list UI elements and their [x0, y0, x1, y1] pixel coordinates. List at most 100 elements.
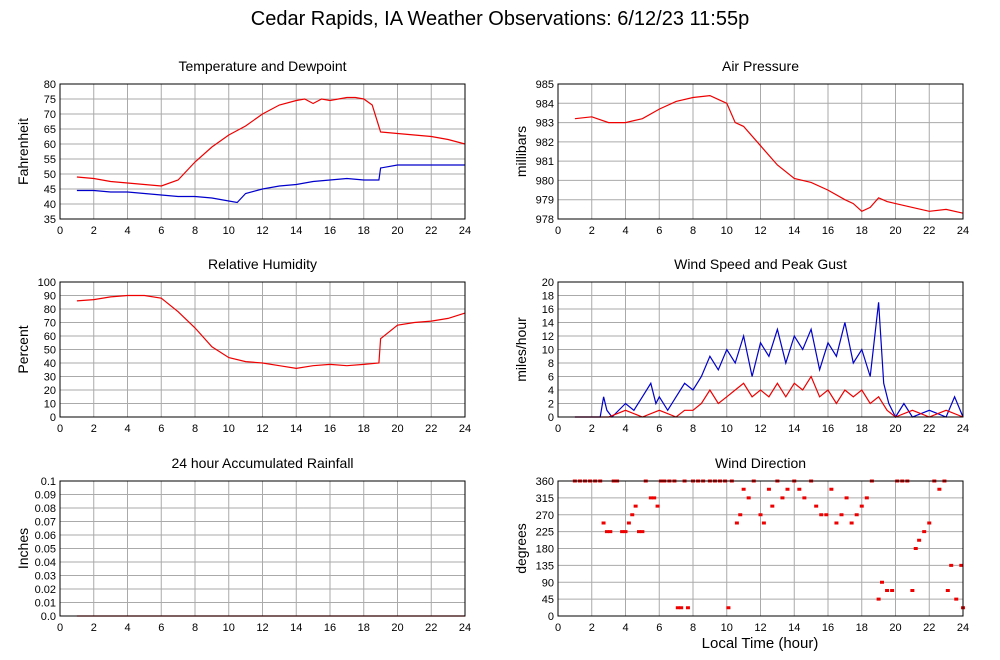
x-tick-label: 0	[57, 423, 63, 435]
y-tick-label: 984	[536, 98, 554, 110]
x-tick-label: 2	[91, 622, 97, 634]
data-point	[620, 530, 625, 534]
y-tick-label: 985	[536, 79, 554, 91]
series-line	[574, 94, 964, 214]
x-tick-label: 18	[856, 225, 868, 237]
y-tick-label: 90	[542, 577, 554, 589]
x-tick-label: 22	[425, 225, 437, 237]
series-line	[76, 96, 466, 187]
x-tick-label: 20	[391, 423, 403, 435]
plot-border	[59, 480, 466, 617]
y-axis-label: miles/hour	[513, 317, 529, 382]
x-tick-label: 8	[690, 423, 696, 435]
data-point	[601, 521, 606, 525]
data-point	[630, 513, 635, 517]
x-axis-label: Local Time (hour)	[701, 635, 819, 652]
x-tick-label: 22	[425, 423, 437, 435]
x-tick-label: 12	[256, 225, 268, 237]
data-point	[604, 530, 609, 534]
x-tick-label: 4	[124, 225, 130, 237]
y-tick-label: 0.05	[35, 544, 56, 556]
x-tick-label: 0	[57, 225, 63, 237]
x-tick-label: 14	[290, 622, 302, 634]
data-point	[785, 487, 790, 491]
data-point	[834, 521, 839, 525]
data-point	[797, 487, 802, 491]
page-title: Cedar Rapids, IA Weather Observations: 6…	[250, 8, 750, 30]
series-line	[76, 164, 465, 204]
x-tick-label: 18	[358, 423, 370, 435]
y-tick-label: 135	[536, 560, 554, 572]
y-tick-label: 0.07	[35, 517, 56, 529]
data-point	[854, 513, 859, 517]
y-tick-label: 983	[536, 118, 554, 130]
data-point	[608, 530, 613, 534]
y-tick-label: 315	[536, 493, 554, 505]
x-tick-label: 14	[788, 622, 800, 634]
data-point	[738, 513, 743, 517]
x-tick-label: 10	[223, 423, 235, 435]
y-tick-label: 20	[542, 277, 554, 289]
x-tick-label: 22	[923, 423, 935, 435]
y-axis-label: Percent	[15, 325, 31, 373]
x-tick-label: 4	[622, 622, 628, 634]
data-point	[876, 597, 881, 601]
y-tick-label: 0.04	[35, 557, 56, 569]
x-tick-label: 6	[656, 622, 662, 634]
y-tick-label: 50	[44, 345, 56, 357]
x-tick-label: 8	[192, 423, 198, 435]
x-tick-label: 10	[721, 225, 733, 237]
y-tick-label: 0.0	[41, 611, 56, 623]
data-point	[726, 606, 731, 610]
y-tick-label: 75	[44, 94, 56, 106]
y-tick-label: 30	[44, 372, 56, 384]
x-tick-label: 2	[589, 622, 595, 634]
x-tick-label: 0	[555, 423, 561, 435]
y-tick-label: 45	[44, 184, 56, 196]
data-point	[655, 504, 660, 508]
data-point	[741, 487, 746, 491]
y-tick-label: 10	[44, 399, 56, 411]
x-tick-label: 12	[754, 423, 766, 435]
data-point	[780, 496, 785, 500]
x-tick-label: 8	[192, 622, 198, 634]
data-point	[954, 597, 959, 601]
x-tick-label: 24	[957, 622, 969, 634]
x-tick-label: 8	[690, 622, 696, 634]
data-point	[734, 521, 739, 525]
chart-title: Air Pressure	[722, 58, 799, 74]
y-tick-label: 981	[536, 156, 554, 168]
y-tick-label: 8	[548, 358, 554, 370]
x-tick-label: 24	[459, 225, 471, 237]
x-tick-label: 8	[690, 225, 696, 237]
y-tick-label: 70	[44, 318, 56, 330]
plot-border	[557, 480, 964, 617]
data-point	[652, 496, 657, 500]
data-point	[885, 589, 890, 592]
data-point	[766, 487, 771, 491]
y-tick-label: 0.02	[35, 584, 56, 596]
data-point	[945, 589, 950, 592]
y-tick-label: 0.01	[35, 598, 56, 610]
x-tick-label: 18	[358, 225, 370, 237]
data-point	[849, 521, 854, 525]
y-tick-label: 0	[548, 412, 554, 424]
x-tick-label: 16	[324, 622, 336, 634]
x-tick-label: 12	[754, 622, 766, 634]
y-tick-label: 65	[44, 124, 56, 136]
y-tick-label: 80	[44, 304, 56, 316]
data-point	[890, 589, 895, 592]
x-tick-label: 20	[889, 423, 901, 435]
data-point	[859, 504, 864, 508]
data-point	[839, 513, 844, 517]
data-point	[640, 530, 645, 534]
y-tick-label: 16	[542, 304, 554, 316]
x-tick-label: 4	[124, 423, 130, 435]
y-tick-label: 225	[536, 527, 554, 539]
x-tick-label: 2	[91, 423, 97, 435]
x-tick-label: 22	[425, 622, 437, 634]
